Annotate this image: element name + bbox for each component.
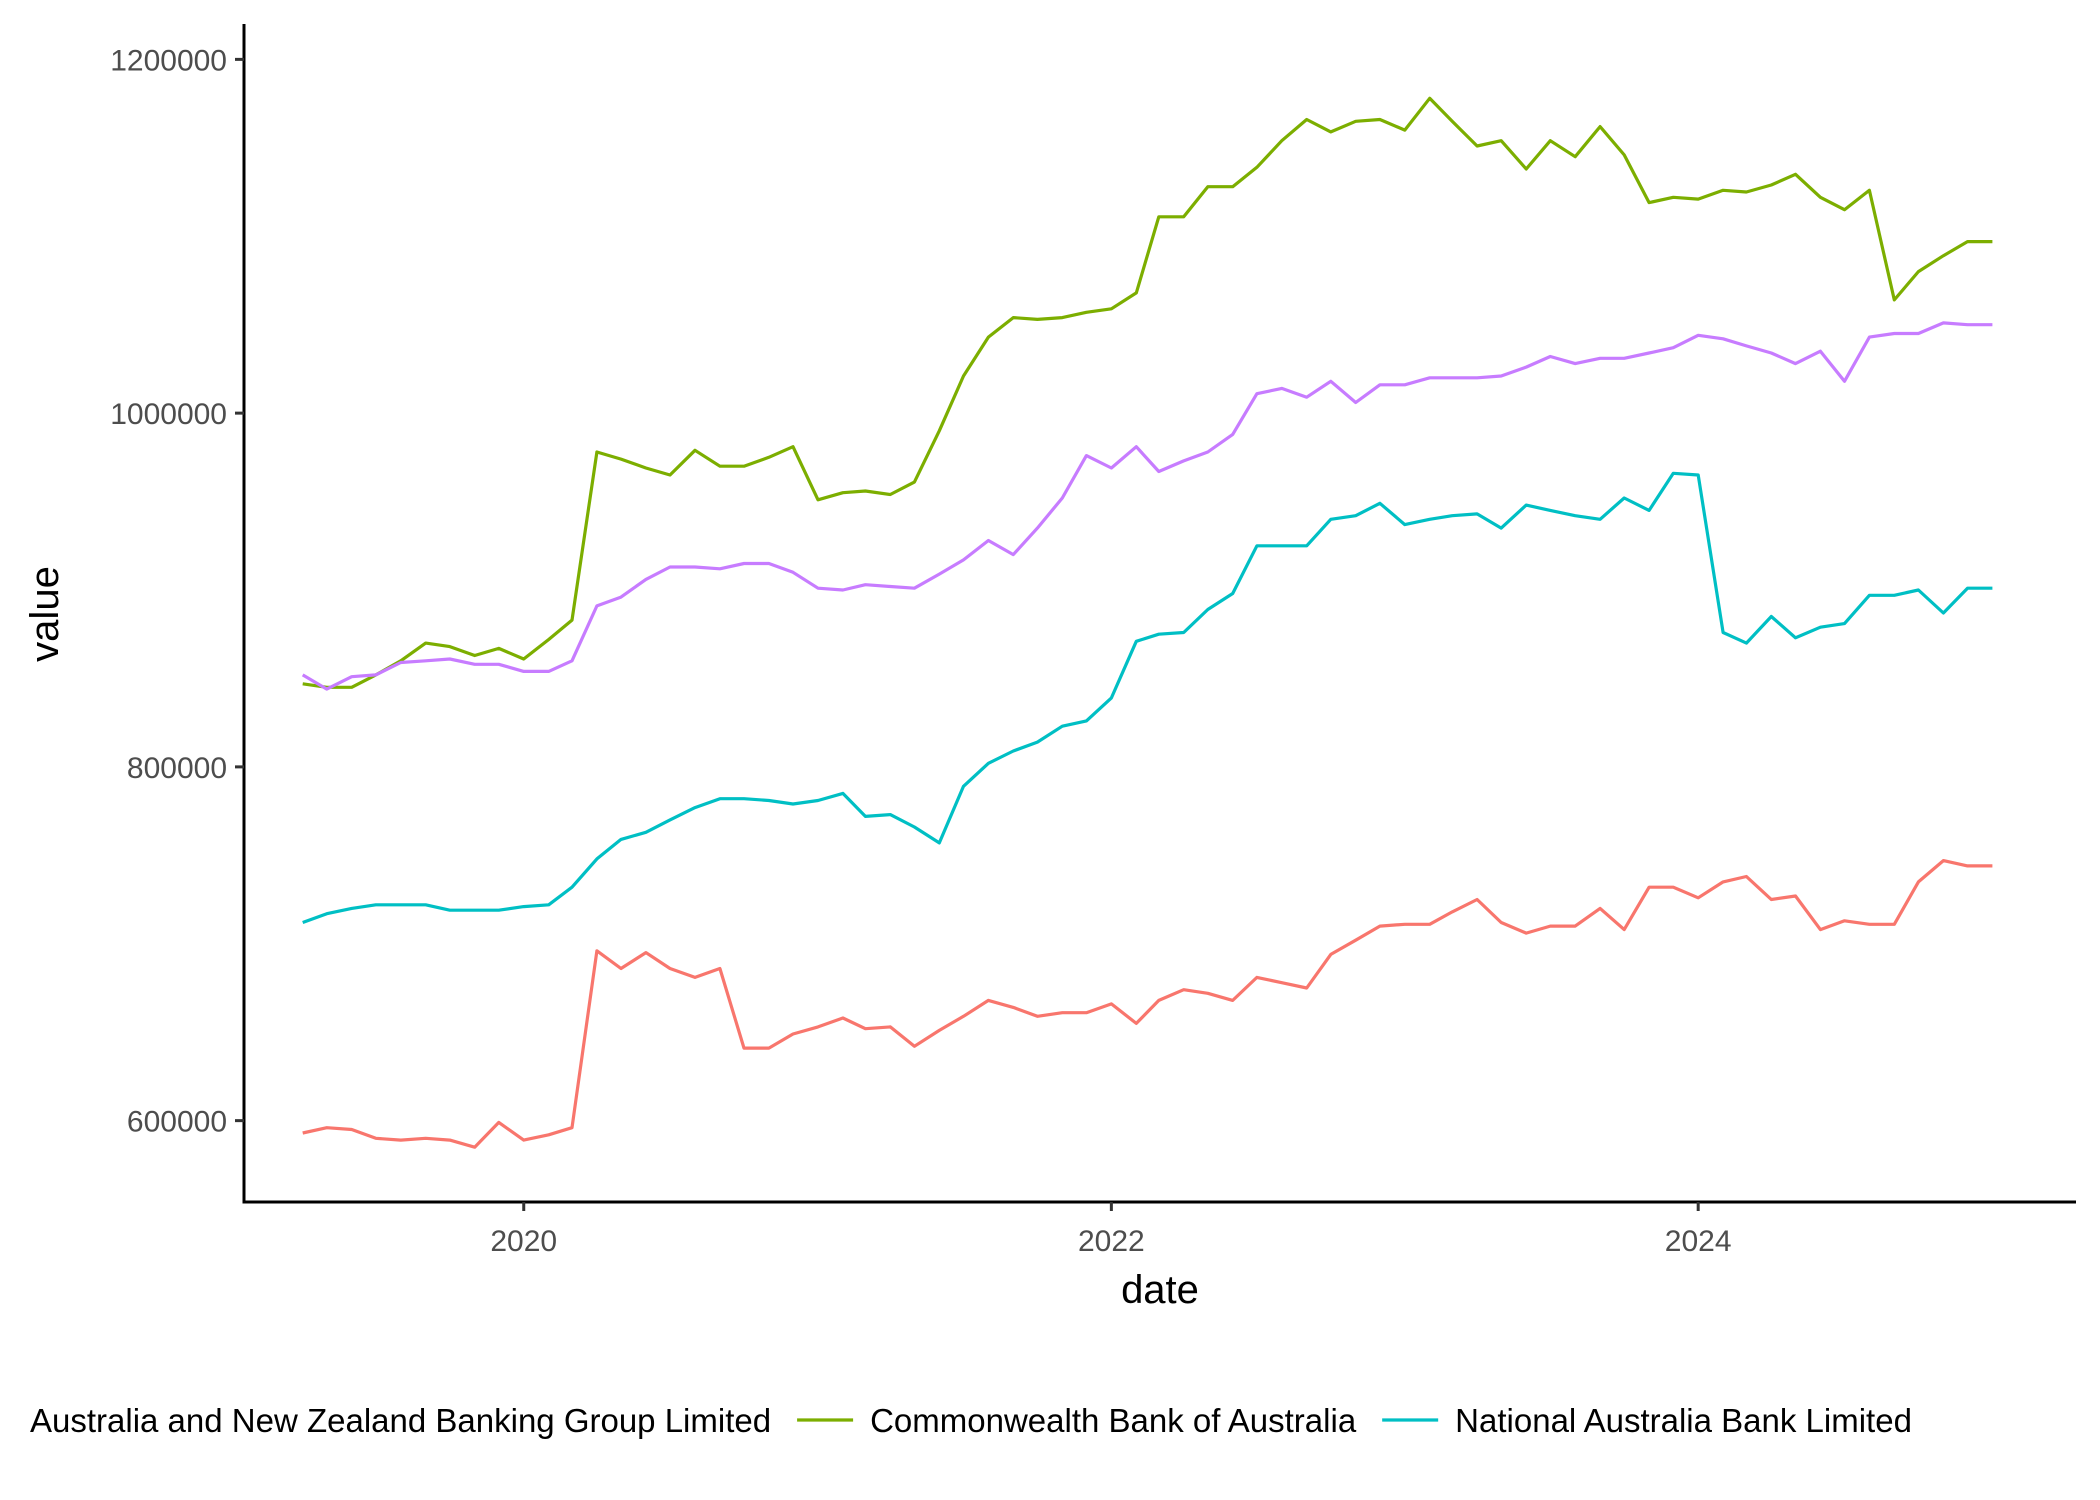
legend: Australia and New Zealand Banking Group …	[30, 1402, 1912, 1439]
legend-label-2: Commonwealth Bank of Australia	[870, 1402, 1357, 1439]
x-axis-title: date	[1121, 1268, 1199, 1312]
series-layer	[301, 96, 1993, 1149]
y-tick-label: 600000	[127, 1106, 227, 1139]
series-line-4	[301, 321, 1993, 691]
y-axis-ticks: 600000 800000 1000000 1200000	[110, 44, 244, 1139]
y-tick-label: 800000	[127, 752, 227, 785]
y-tick-label: 1200000	[110, 44, 227, 77]
x-tick-label: 2022	[1078, 1225, 1145, 1258]
legend-label-3: National Australia Bank Limited	[1455, 1402, 1912, 1439]
legend-label-1: Australia and New Zealand Banking Group …	[30, 1402, 771, 1439]
x-tick-label: 2020	[490, 1225, 557, 1258]
y-tick-label: 1000000	[110, 398, 227, 431]
x-tick-label: 2024	[1665, 1225, 1732, 1258]
series-line-2	[302, 96, 1993, 689]
series-line-3	[302, 471, 1993, 925]
y-axis-title: value	[23, 566, 67, 662]
series-line-1	[302, 858, 1993, 1149]
x-axis-ticks: 2020 2022 2024	[490, 1202, 1732, 1258]
